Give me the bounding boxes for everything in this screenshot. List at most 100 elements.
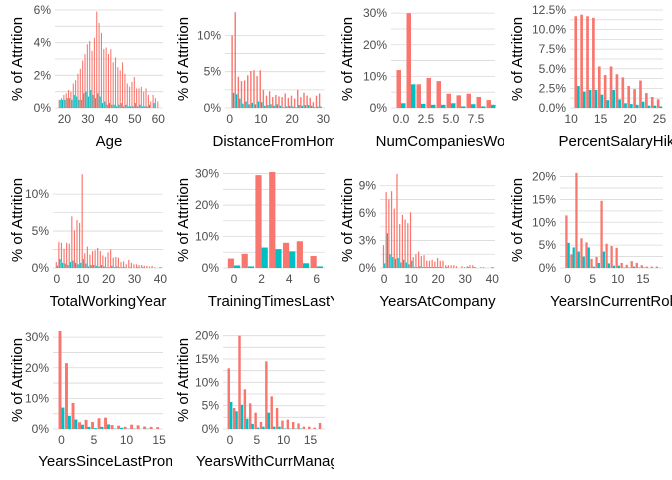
y-tick-label: 20% [532,170,556,184]
bar [597,262,600,268]
bar [286,419,290,429]
x-tick-label: 7.5 [468,112,485,126]
bar [94,428,97,429]
bar [407,223,409,268]
bar [58,242,60,268]
bar [104,256,107,268]
bar [421,267,424,268]
bar [68,243,70,268]
bar [307,105,310,108]
x-tick-label: 5.0 [443,112,460,126]
y-tick-label: 10% [532,215,556,229]
bar [146,265,148,268]
bar [259,70,261,108]
bar [630,261,633,268]
bar [58,331,62,429]
bar [255,175,262,268]
bar [234,12,236,108]
bar [308,426,311,429]
bar [397,257,399,268]
bar [272,426,276,429]
y-tick-label: 3% [359,234,377,248]
bar [304,105,307,108]
bar [105,47,107,108]
bar [265,95,268,108]
bar [130,262,132,268]
x-tick-label: 20 [286,112,300,126]
bar [302,426,306,429]
bar [413,267,416,268]
bar [107,424,110,429]
bar [80,262,82,268]
bar [80,424,84,429]
y-axis-label: % of Attrition [339,17,356,101]
bar [127,106,129,108]
bar [251,423,254,429]
bar [659,106,663,108]
x-tick-label: 20 [58,112,72,126]
bar [148,266,151,268]
bar [403,259,405,268]
bar [588,89,592,108]
x-tick-label: 2 [258,272,265,286]
bar [84,253,86,268]
bar [582,91,586,108]
bar [590,258,593,268]
x-axis-label: DistanceFromHom [212,133,337,150]
x-tick-label: 25 [653,112,667,126]
bar [415,254,417,268]
bar [431,104,436,108]
bar [110,425,114,429]
bar [104,417,108,429]
bar [99,251,101,268]
bar [318,422,322,429]
bar [416,84,421,108]
bar [291,422,295,429]
bar [306,95,308,108]
bar [282,242,290,268]
bar [416,267,418,268]
bar [95,265,97,268]
bar [472,265,474,268]
bar [145,88,147,108]
bar [247,266,255,268]
bar [86,246,88,268]
bar [461,106,466,108]
bar [320,106,322,108]
bar [64,263,66,268]
bar [114,57,117,108]
bar [281,420,284,429]
bar [436,81,441,108]
bar [84,54,86,108]
bar [446,267,448,268]
x-axis-label: Age [96,133,123,150]
bar [605,243,608,268]
bar [632,266,636,268]
bar [275,249,282,268]
bar [157,101,159,108]
bar [81,174,83,268]
bar [234,265,241,268]
x-tick-label: 40 [154,272,168,286]
y-tick-label: 10% [25,187,49,201]
bar [100,265,103,268]
bar [400,262,402,268]
bar [401,214,403,268]
bar [232,92,235,108]
x-tick-label: 0 [564,272,571,286]
bar [91,421,95,429]
bar [242,103,244,108]
bar [112,257,114,268]
bar [120,427,123,429]
bar [94,250,96,268]
bar [314,107,316,108]
bar [464,267,466,268]
x-tick-label: 10 [611,272,625,286]
bar [625,264,628,268]
y-axis-label: % of Attrition [175,17,192,101]
bar [396,70,401,108]
bar [75,80,77,108]
x-tick-label: 6 [313,272,320,286]
bar [133,264,135,268]
bar [615,247,618,268]
